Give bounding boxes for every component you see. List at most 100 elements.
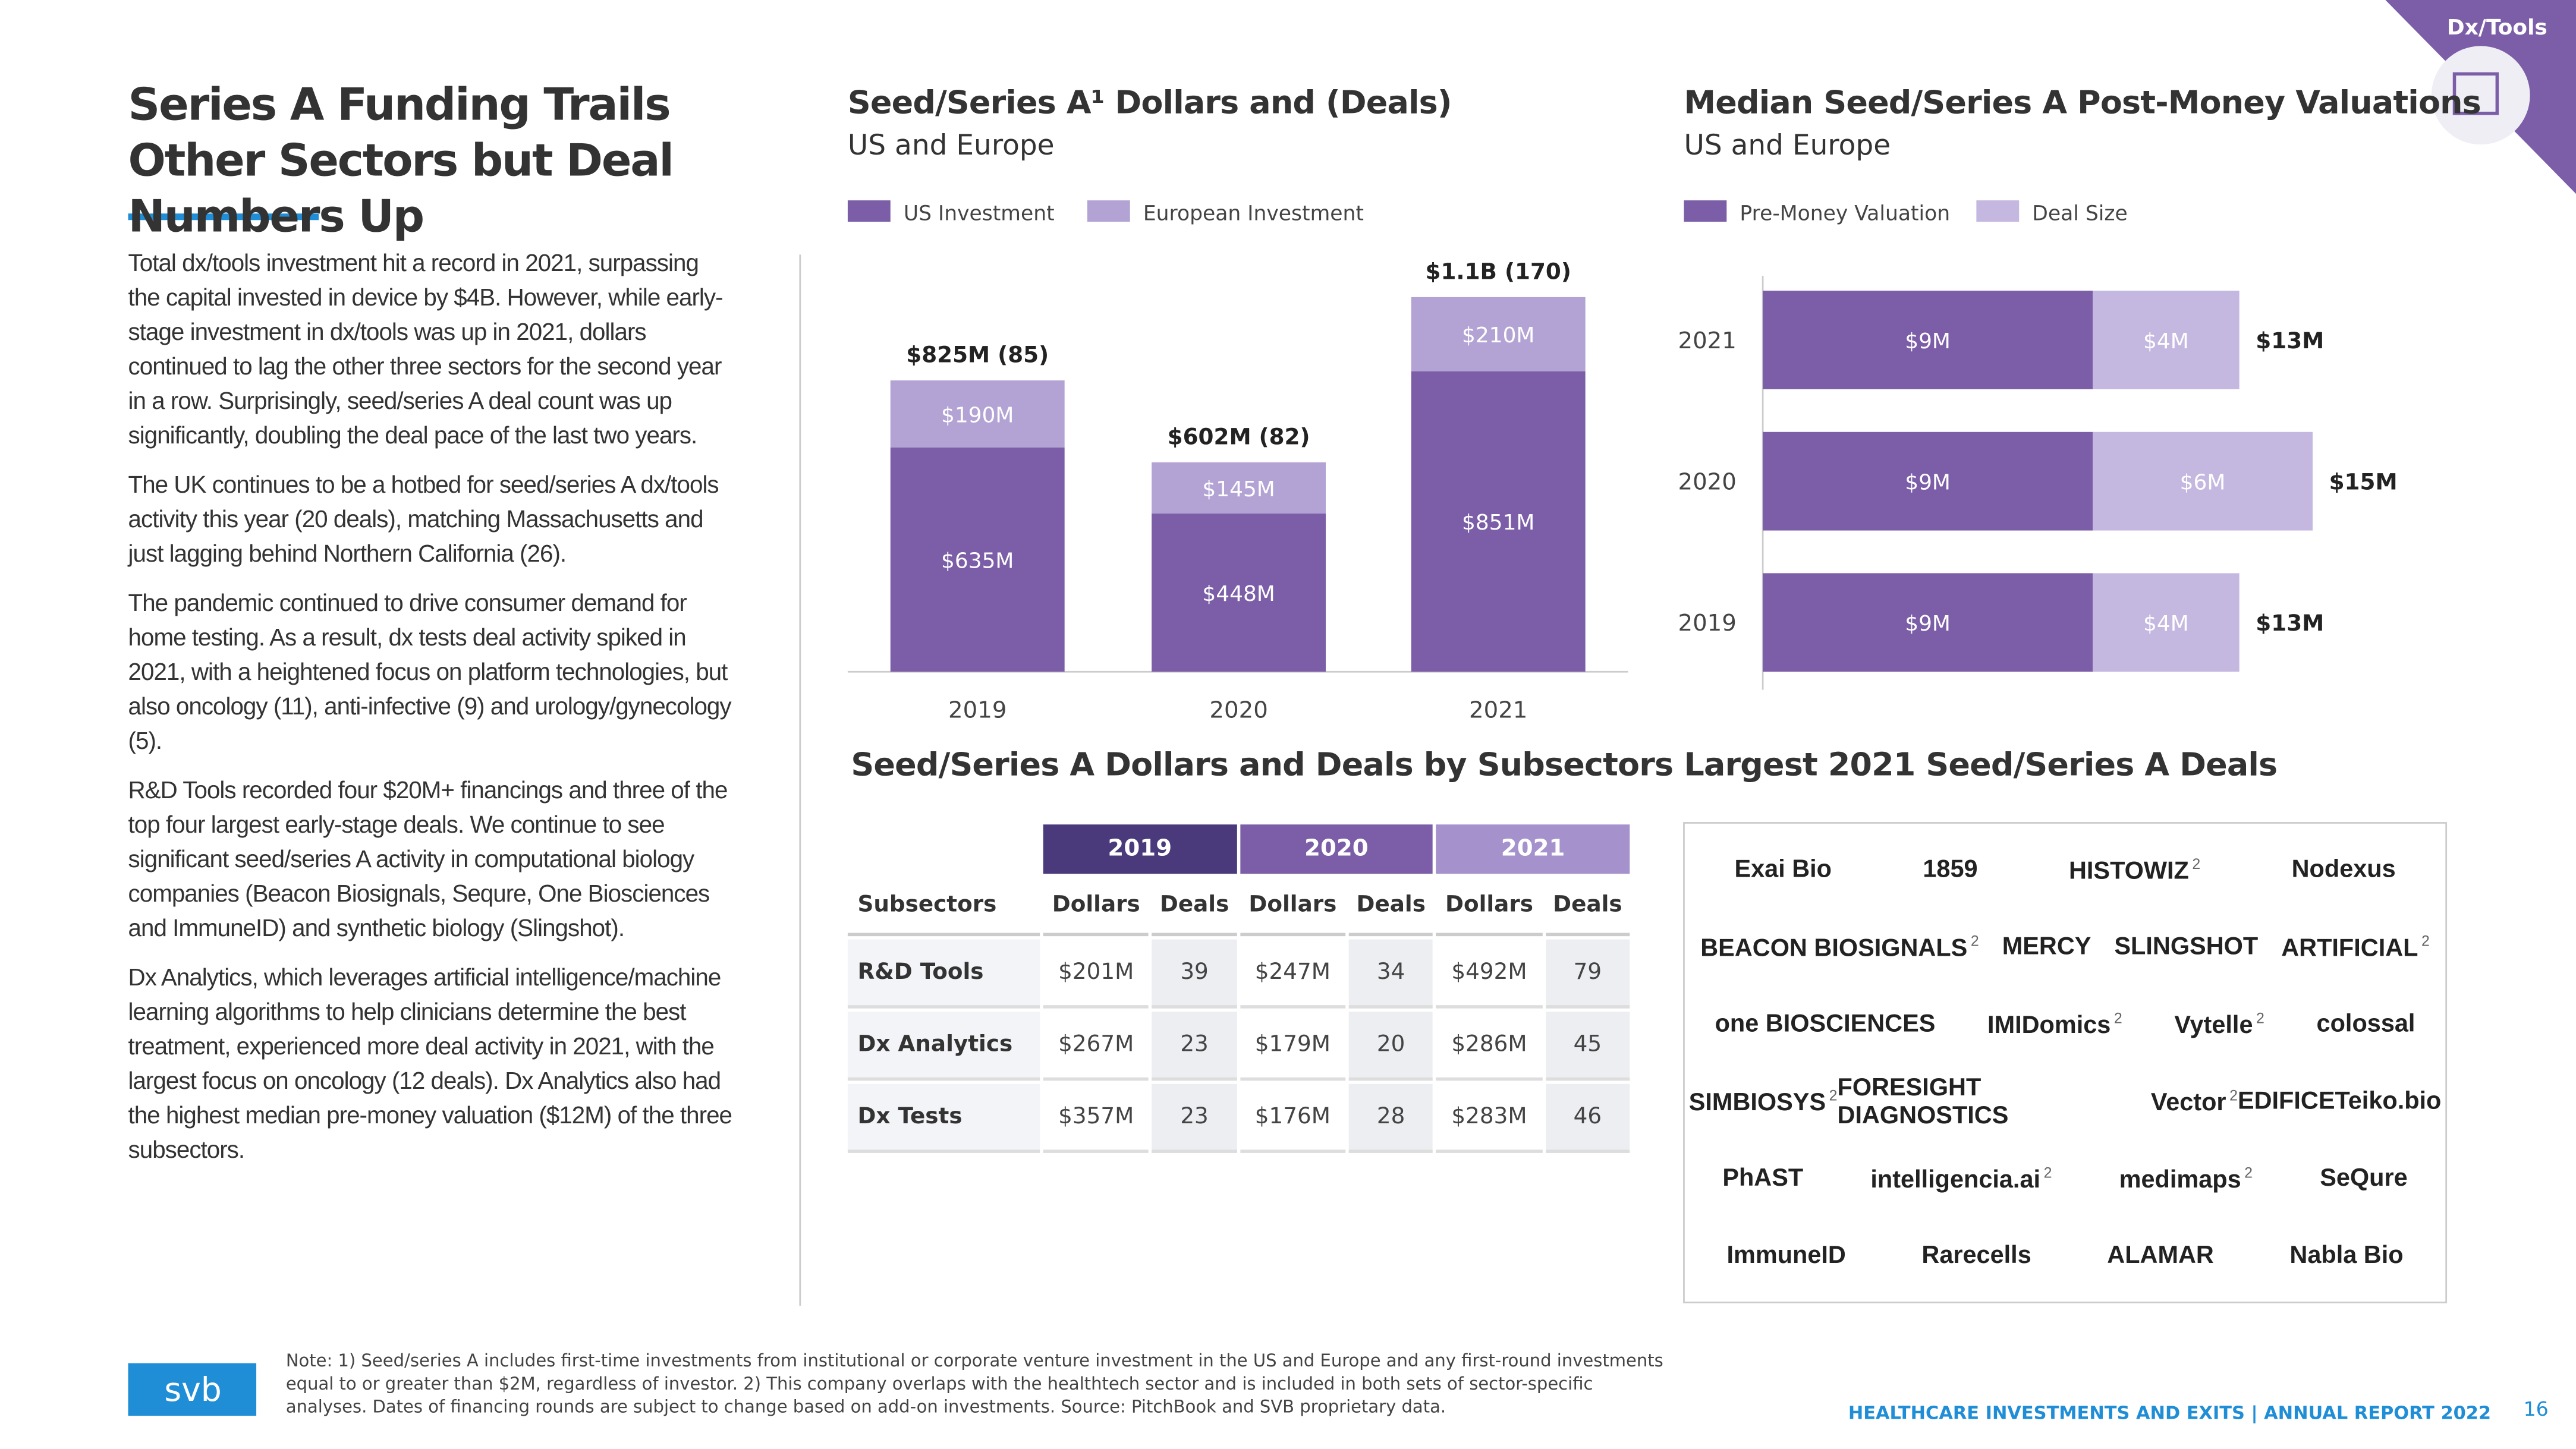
deal-logo: BEACON BIOSIGNALS 2	[1700, 932, 1979, 962]
deal-logo: ImmuneID	[1726, 1242, 1845, 1270]
subsector-table: 2019 2020 2021 Subsectors Dollars Deals Dollar…	[844, 821, 1633, 1157]
table-year: 2021	[1436, 824, 1630, 874]
deal-logo: ARTIFICIAL 2	[2281, 932, 2430, 962]
deal-logo: FORESIGHT DIAGNOSTICS	[1838, 1073, 2151, 1129]
table-header: Deals	[1545, 877, 1630, 937]
table-cell: Dx Analytics	[847, 1012, 1040, 1081]
table-header-row: Subsectors Dollars Deals Dollars Deals Dollar…	[847, 877, 1630, 937]
table-header: Dollars	[1240, 877, 1346, 937]
table-cell: 45	[1545, 1012, 1630, 1081]
deal-logo: ALAMAR	[2107, 1242, 2214, 1270]
tag-icon-glyph	[2452, 72, 2499, 115]
logo-name: Nabla Bio	[2289, 1242, 2404, 1270]
logo-name: SIMBIOSYS	[1688, 1088, 1826, 1116]
legend-swatch	[1684, 200, 1727, 222]
value-label: $145M	[1202, 477, 1275, 502]
total-label: $602M (82)	[1168, 424, 1310, 450]
deal-logo: 1859	[1923, 856, 1977, 884]
table-cell: $283M	[1436, 1083, 1543, 1153]
logo-note: 2	[2244, 1163, 2253, 1180]
logo-row: one BIOSCIENCES IMIDomics 2 Vytelle 2 colossa…	[1689, 988, 2442, 1060]
logo-note: 2	[2256, 1009, 2264, 1026]
table-cell: $179M	[1240, 1012, 1346, 1081]
table-title: Seed/Series A Dollars and Deals by Subse…	[851, 745, 1674, 784]
table-cell: 46	[1545, 1083, 1630, 1153]
logo-note: 2	[2043, 1163, 2052, 1180]
logo-name: ImmuneID	[1726, 1242, 1846, 1270]
legend-label: US Investment	[904, 201, 1055, 225]
total-label: $1.1B (170)	[1426, 258, 1571, 284]
chart2-title: Median Seed/Series A Post-Money Valuatio…	[1684, 83, 2481, 122]
table-year: 2019	[1043, 824, 1237, 874]
logo-note: 2	[2229, 1086, 2238, 1103]
table-cell: $286M	[1436, 1012, 1543, 1081]
logo-row: PhAST intelligencia.ai 2 medimaps 2 SeQure	[1689, 1142, 2442, 1215]
logo-name: SLINGSHOT	[2114, 933, 2259, 961]
bar-segment	[1763, 291, 2093, 389]
bar-segment	[1411, 371, 1586, 672]
legend-label: European Investment	[1143, 201, 1364, 225]
total-label: $825M (85)	[906, 342, 1049, 368]
total-label: $15M	[2329, 468, 2398, 494]
svb-logo: svb	[164, 1371, 222, 1409]
paragraph: The pandemic continued to drive consumer…	[128, 591, 732, 756]
y-tick-label: 2020	[1678, 468, 1736, 495]
table-cell: R&D Tools	[847, 939, 1040, 1009]
logo-name: colossal	[2316, 1010, 2415, 1038]
bar-segment	[890, 380, 1065, 448]
logo-name: BEACON BIOSIGNALS	[1700, 933, 1968, 962]
table-header: Deals	[1348, 877, 1433, 937]
value-label: $9M	[1905, 612, 1951, 636]
deal-logo: medimaps 2	[2119, 1164, 2253, 1193]
paragraph: Total dx/tools investment hit a record i…	[128, 251, 724, 451]
paragraph: R&D Tools recorded four $20M+ financings…	[128, 778, 728, 943]
bar-segment	[1763, 431, 2093, 531]
deal-logo: Nabla Bio	[2289, 1242, 2403, 1270]
deal-logo: Exai Bio	[1734, 856, 1832, 884]
table-header: Dollars	[1436, 877, 1543, 937]
table-year: 2020	[1240, 824, 1433, 874]
logo-note: 2	[2113, 1009, 2122, 1026]
bar-segment	[1763, 573, 2093, 672]
legend-swatch	[1087, 200, 1130, 222]
deal-logo: intelligencia.ai 2	[1870, 1164, 2052, 1193]
value-label: $9M	[1905, 470, 1951, 494]
logo-name: ARTIFICIAL	[2281, 933, 2418, 962]
logo-row: ImmuneID Rarecells ALAMAR Nabla Bio	[1689, 1220, 2442, 1292]
total-label: $13M	[2256, 327, 2324, 354]
table-cell: 23	[1152, 1012, 1237, 1081]
table-row: R&D Tools $201M 39 $247M 34 $492M 79	[847, 939, 1630, 1009]
table-cell: 23	[1152, 1083, 1237, 1153]
logo-name: medimaps	[2119, 1165, 2241, 1193]
table-cell-empty	[848, 824, 1040, 874]
deal-logo: one BIOSCIENCES	[1715, 1010, 1936, 1038]
logo-name: MERCY	[2002, 933, 2091, 961]
logo-note: 2	[2421, 932, 2430, 949]
value-label: $851M	[1462, 511, 1534, 535]
title-rule	[128, 213, 319, 220]
table-cell: 28	[1348, 1083, 1433, 1153]
legend-swatch	[1976, 200, 2020, 222]
table-cell: $201M	[1043, 939, 1149, 1009]
table-cell: $267M	[1043, 1012, 1149, 1081]
deal-logo: Rarecells	[1921, 1242, 2031, 1270]
deal-logo: EDIFICE	[2238, 1087, 2335, 1115]
report-name: HEALTHCARE INVESTMENTS AND EXITS | ANNUA…	[1848, 1402, 2492, 1424]
value-label: $635M	[941, 549, 1014, 573]
deal-logo: IMIDomics 2	[1987, 1009, 2122, 1039]
svb-logo-box	[128, 1363, 257, 1416]
total-label: $13M	[2256, 610, 2324, 636]
bar-segment	[1152, 462, 1326, 514]
table-header: Dollars	[1043, 877, 1149, 937]
y-tick-label: 2021	[1678, 327, 1736, 354]
deal-logo: Teiko.bio	[2335, 1087, 2442, 1115]
page-title: Series A Funding Trails Other Sectors bu…	[128, 80, 674, 243]
table-cell: $492M	[1436, 939, 1543, 1009]
bar-segment	[1152, 514, 1326, 672]
logo-name: Vector	[2150, 1088, 2226, 1116]
value-label: $190M	[941, 403, 1014, 427]
x-tick-label: 2019	[948, 697, 1007, 724]
x-tick-label: 2020	[1209, 697, 1267, 724]
table-cell: 20	[1348, 1012, 1433, 1081]
logo-name: 1859	[1923, 855, 1978, 884]
